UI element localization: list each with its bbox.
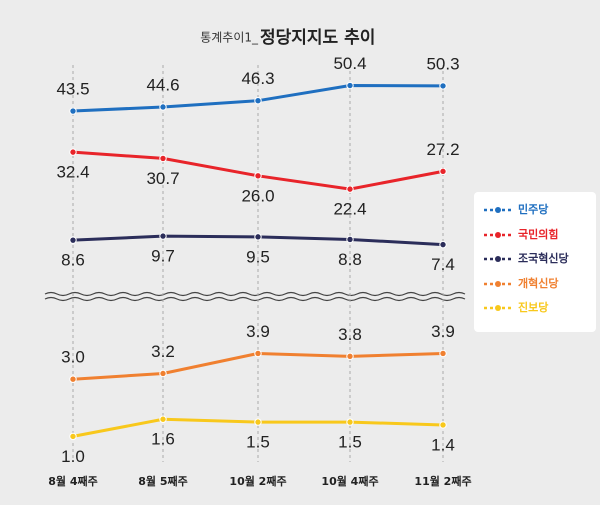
legend-label: 진보당 (518, 300, 548, 314)
data-point (346, 81, 354, 90)
data-point (439, 167, 447, 176)
x-tick-label: 8월 4째주 (48, 474, 98, 488)
data-label: 3.0 (61, 348, 85, 367)
data-label: 3.9 (431, 322, 455, 341)
data-label: 1.5 (338, 433, 362, 452)
data-label: 22.4 (333, 200, 366, 219)
data-label: 3.9 (246, 322, 270, 341)
data-point (254, 349, 262, 358)
legend-dot (495, 256, 501, 262)
data-point (254, 233, 262, 241)
data-label: 32.4 (56, 163, 89, 182)
data-label: 8.8 (338, 250, 362, 269)
data-point (69, 432, 77, 441)
data-label: 1.4 (431, 435, 455, 454)
data-label: 27.2 (426, 140, 459, 159)
data-point (254, 172, 262, 180)
x-tick-label: 10월 4째주 (321, 474, 378, 488)
data-point (69, 107, 77, 115)
x-tick-label: 10월 2째주 (229, 474, 286, 488)
data-label: 3.8 (338, 325, 362, 344)
data-label: 50.3 (426, 54, 459, 73)
data-label: 7.4 (431, 255, 455, 274)
data-point (69, 148, 77, 156)
axis-break (44, 291, 466, 302)
data-label: 44.6 (146, 75, 179, 94)
data-label: 9.7 (151, 247, 175, 266)
data-label: 50.4 (333, 54, 366, 73)
data-point (346, 418, 354, 426)
data-label: 46.3 (241, 69, 274, 88)
x-tick-label: 8월 5째주 (138, 474, 188, 488)
data-point (254, 96, 262, 105)
data-label: 9.5 (246, 247, 270, 266)
legend-box (474, 192, 596, 332)
data-point (159, 232, 167, 240)
chart-title: 정당지지도 추이 (260, 28, 375, 48)
chart-kicker: 통계추이1_ (200, 31, 259, 45)
data-label: 26.0 (241, 186, 274, 205)
data-point (159, 415, 167, 423)
legend-dot (495, 281, 501, 287)
data-point (254, 418, 262, 426)
data-point (159, 369, 167, 378)
data-point (346, 185, 354, 193)
data-point (439, 421, 447, 429)
data-label: 8.6 (61, 251, 85, 270)
data-point (159, 154, 167, 163)
legend-label: 국민의힘 (518, 227, 558, 241)
data-label: 1.6 (151, 430, 175, 449)
data-label: 1.0 (61, 447, 85, 466)
data-point (439, 240, 447, 249)
legend-label: 조국혁신당 (518, 251, 569, 265)
data-point (346, 235, 354, 244)
data-label: 1.5 (246, 433, 270, 452)
data-point (439, 82, 447, 90)
legend-dot (495, 232, 501, 238)
legend-label: 개혁신당 (518, 276, 558, 290)
data-point (159, 103, 167, 111)
data-label: 43.5 (56, 80, 89, 99)
data-point (346, 352, 354, 361)
legend-dot (495, 305, 501, 311)
x-tick-label: 11월 2째주 (414, 474, 471, 488)
legend-dot (495, 207, 501, 213)
data-label: 3.2 (151, 342, 175, 361)
data-point (439, 349, 447, 358)
legend-label: 민주당 (518, 202, 548, 216)
data-point (69, 236, 77, 244)
data-point (69, 375, 77, 383)
data-label: 30.7 (146, 169, 179, 188)
